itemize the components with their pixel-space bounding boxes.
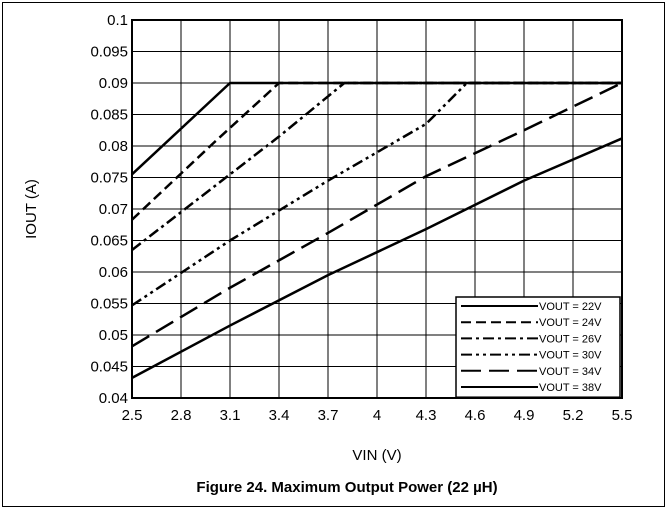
x-tick-label: 2.8: [171, 407, 192, 424]
y-tick-label: 0.07: [99, 201, 128, 218]
x-tick-labels: 2.5 2.8 3.1 3.4 3.7 4 4.3 4.6 4.9 5.2 5.5: [122, 407, 633, 424]
x-tick-label: 5.2: [563, 407, 584, 424]
y-tick-label: 0.085: [90, 107, 128, 124]
x-tick-label: 4.6: [465, 407, 486, 424]
series-line-2: [131, 81, 622, 221]
x-axis-label: VIN (V): [352, 447, 401, 464]
series-line-3: [131, 81, 622, 251]
chart-legend: VOUT = 22V VOUT = 24V VOUT = 26V VOUT = 30V…: [455, 296, 621, 398]
x-tick-label: 4.3: [416, 407, 437, 424]
y-tick-label: 0.095: [90, 44, 128, 61]
y-tick-label: 0.1: [107, 12, 128, 29]
y-tick-label: 0.055: [90, 296, 128, 313]
legend-label: VOUT = 38V: [539, 382, 602, 394]
series-line-5: [131, 81, 623, 348]
legend-label: VOUT = 24V: [539, 317, 602, 329]
figure-frame: [2, 2, 665, 507]
y-tick-label: 0.065: [90, 233, 128, 250]
series-line-4: [131, 81, 622, 307]
chart-series: [131, 81, 623, 379]
series-line-6: [131, 137, 623, 379]
x-tick-label: 2.5: [122, 407, 143, 424]
legend-label: VOUT = 34V: [539, 366, 602, 378]
legend-label: VOUT = 30V: [539, 350, 602, 362]
x-tick-label: 3.4: [269, 407, 290, 424]
y-tick-label: 0.09: [99, 75, 128, 92]
x-tick-label: 5.5: [612, 407, 633, 424]
y-tick-label: 0.05: [99, 327, 128, 344]
y-tick-label: 0.045: [90, 359, 128, 376]
y-tick-labels: 0.04 0.045 0.05 0.055 0.06 0.065 0.07 0.075 0.08…: [90, 12, 128, 407]
legend-label: VOUT = 22V: [539, 301, 602, 313]
y-tick-label: 0.08: [99, 138, 128, 155]
x-tick-label: 4: [373, 407, 381, 424]
y-tick-label: 0.06: [99, 264, 128, 281]
x-tick-label: 3.7: [318, 407, 339, 424]
y-axis-label: IOUT (A): [23, 179, 40, 239]
x-tick-label: 3.1: [220, 407, 241, 424]
legend-label: VOUT = 26V: [539, 333, 602, 345]
figure-caption: Figure 24. Maximum Output Power (22 µH): [196, 479, 497, 496]
legend-box: [455, 296, 621, 398]
y-tick-label: 0.075: [90, 170, 128, 187]
plot-border: [131, 19, 623, 399]
x-tick-label: 4.9: [514, 407, 535, 424]
y-tick-label: 0.04: [99, 390, 128, 407]
